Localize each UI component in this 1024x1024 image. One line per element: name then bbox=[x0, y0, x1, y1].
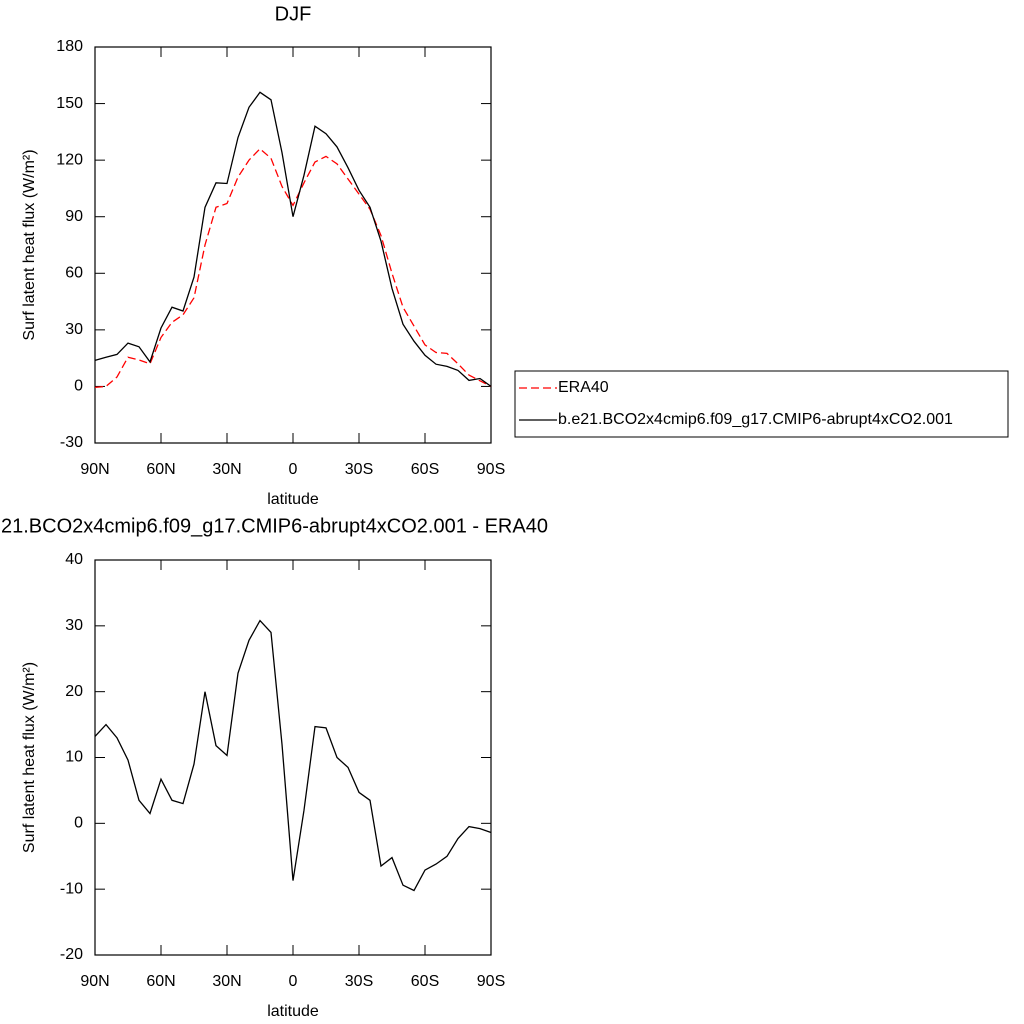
legend-label: b.e21.BCO2x4cmip6.f09_g17.CMIP6-abrupt4x… bbox=[558, 411, 953, 428]
y-tick-label: 30 bbox=[65, 321, 83, 338]
x-tick-label: 90S bbox=[477, 973, 505, 990]
chart-title: DJF bbox=[275, 3, 312, 25]
x-tick-label: 90N bbox=[80, 973, 109, 990]
legend-label: ERA40 bbox=[558, 379, 609, 396]
x-axis-label: latitude bbox=[267, 1003, 319, 1020]
data-line bbox=[94, 619, 492, 892]
y-axis-label: Surf latent heat flux (W/m²) bbox=[21, 662, 38, 853]
x-tick-label: 30S bbox=[345, 461, 373, 478]
x-tick-label: 60S bbox=[411, 461, 439, 478]
y-tick-label: 20 bbox=[65, 683, 83, 700]
data-line bbox=[94, 91, 492, 387]
chart-title: 21.BCO2x4cmip6.f09_g17.CMIP6-abrupt4xCO2… bbox=[1, 515, 548, 537]
y-tick-label: -20 bbox=[60, 946, 83, 963]
y-tick-label: 120 bbox=[56, 151, 83, 168]
x-tick-label: 90S bbox=[477, 461, 505, 478]
y-tick-label: -10 bbox=[60, 880, 83, 897]
x-tick-label: 60S bbox=[411, 973, 439, 990]
plot-frame bbox=[94, 559, 492, 956]
y-tick-label: 0 bbox=[74, 378, 83, 395]
y-tick-label: 0 bbox=[74, 815, 83, 832]
x-tick-label: 30S bbox=[345, 973, 373, 990]
y-tick-label: 30 bbox=[65, 617, 83, 634]
y-axis-label: Surf latent heat flux (W/m²) bbox=[21, 149, 38, 340]
x-tick-label: 30N bbox=[212, 461, 241, 478]
x-tick-label: 60N bbox=[146, 461, 175, 478]
y-tick-label: 180 bbox=[56, 38, 83, 55]
x-axis-label: latitude bbox=[267, 491, 319, 508]
x-tick-label: 90N bbox=[80, 461, 109, 478]
x-tick-label: 30N bbox=[212, 973, 241, 990]
data-line bbox=[94, 147, 492, 389]
y-tick-label: 10 bbox=[65, 749, 83, 766]
x-tick-label: 0 bbox=[289, 973, 298, 990]
y-tick-label: -30 bbox=[60, 434, 83, 451]
legend-box bbox=[514, 370, 1009, 438]
x-tick-label: 0 bbox=[289, 461, 298, 478]
plot-frame bbox=[94, 46, 492, 444]
x-tick-label: 60N bbox=[146, 973, 175, 990]
y-tick-label: 60 bbox=[65, 265, 83, 282]
y-tick-label: 40 bbox=[65, 551, 83, 568]
y-tick-label: 150 bbox=[56, 95, 83, 112]
y-tick-label: 90 bbox=[65, 208, 83, 225]
